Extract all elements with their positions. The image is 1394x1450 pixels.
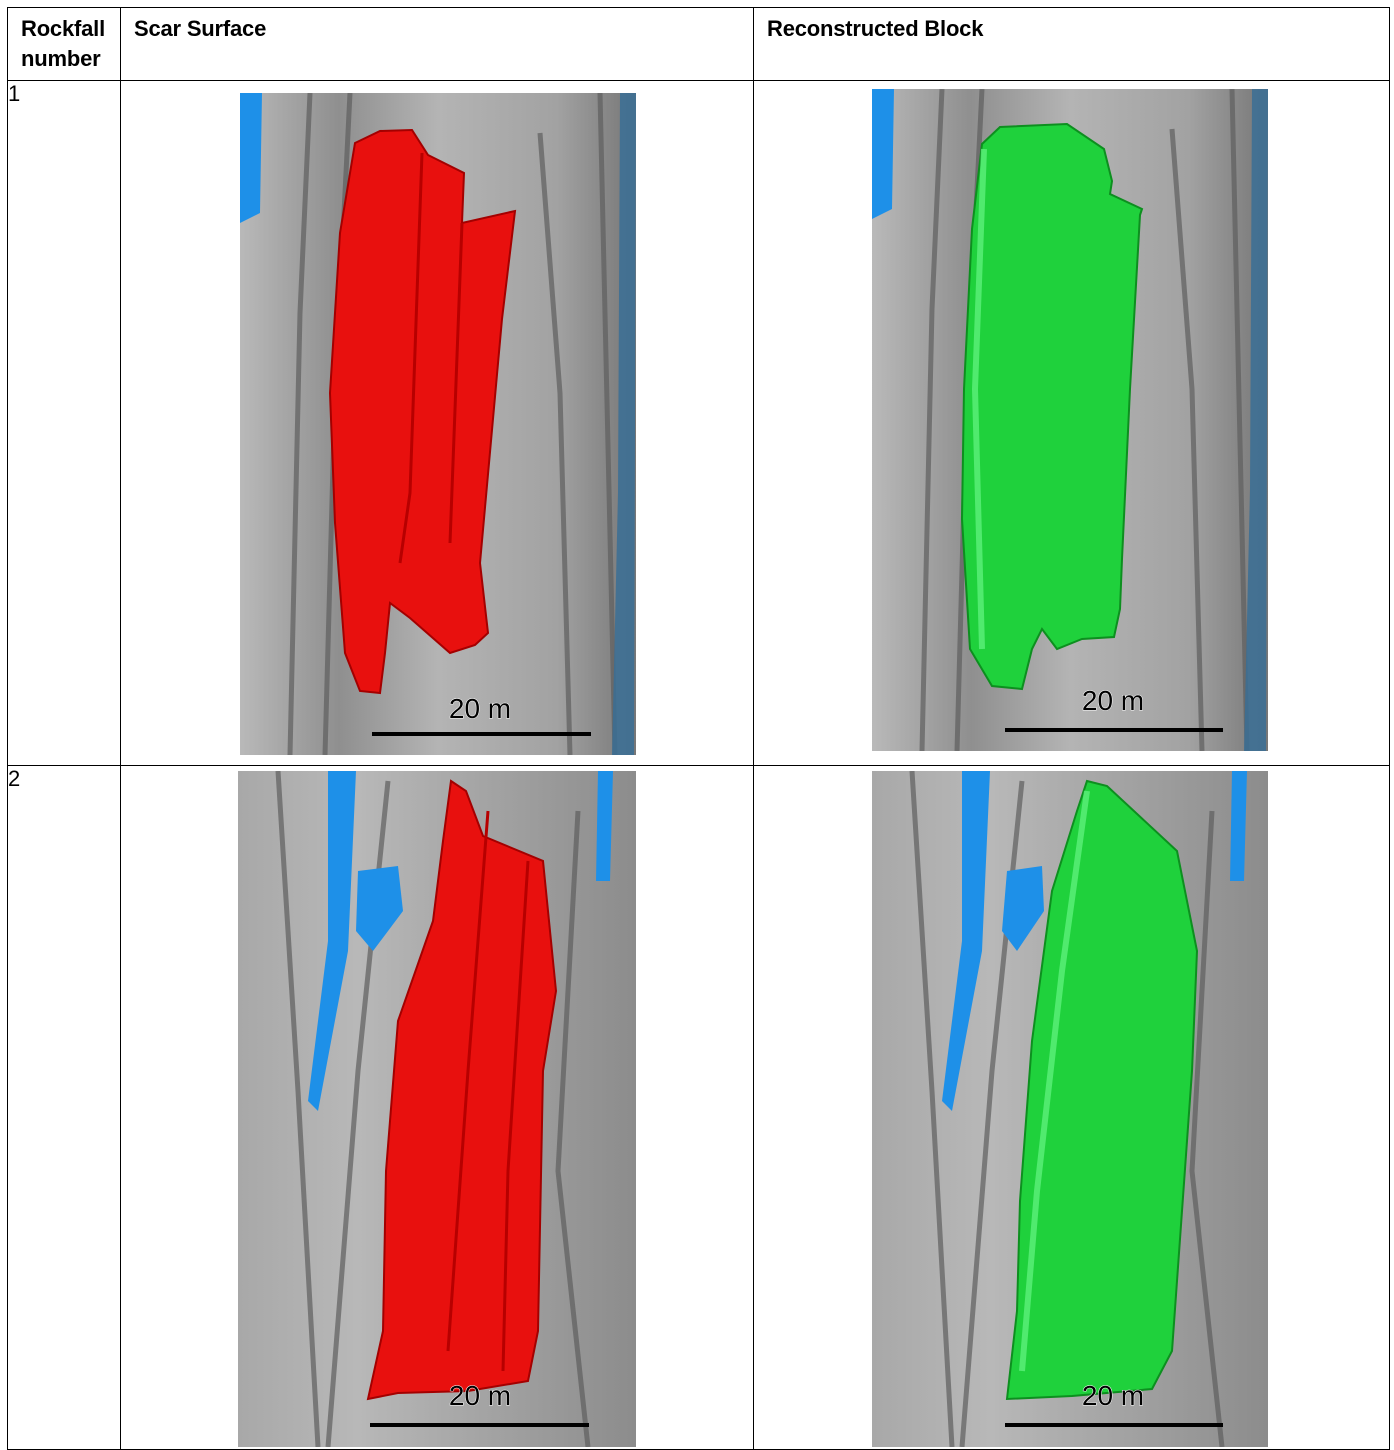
scar-surface-cell: 20 m xyxy=(121,766,754,1450)
reconstructed-block-cell: 20 m xyxy=(754,766,1390,1450)
reconstructed-block-image: 20 m xyxy=(872,89,1268,751)
header-rockfall-number-text: Rockfall number xyxy=(8,8,120,80)
rockfall-number: 2 xyxy=(8,766,20,791)
scar-surface-image: 20 m xyxy=(238,771,636,1447)
rockfall-number-cell: 1 xyxy=(8,81,121,766)
vegetation-blue xyxy=(872,89,894,219)
reconstructed-block-image: 20 m xyxy=(872,771,1268,1447)
scale-label: 20 m xyxy=(1082,1380,1144,1411)
table-row: 2 20 m xyxy=(8,766,1390,1450)
rockfall-number: 1 xyxy=(8,81,20,106)
vegetation-blue xyxy=(1230,771,1247,881)
scar-surface-cell: 20 m xyxy=(121,81,754,766)
header-rockfall-number: Rockfall number xyxy=(8,8,121,81)
rockfall-number-cell: 2 xyxy=(8,766,121,1450)
header-scar-surface: Scar Surface xyxy=(121,8,754,81)
scale-label: 20 m xyxy=(449,693,511,724)
reconstructed-block-cell: 20 m xyxy=(754,81,1390,766)
scar-surface-image: 20 m xyxy=(240,93,636,755)
scale-label: 20 m xyxy=(449,1380,511,1411)
header-scar-surface-text: Scar Surface xyxy=(121,8,753,50)
reconstructed-block-polygon xyxy=(962,124,1142,689)
table-row: 1 20 m xyxy=(8,81,1390,766)
header-reconstructed-block-text: Reconstructed Block xyxy=(754,8,1389,50)
rockfall-table: Rockfall number Scar Surface Reconstruct… xyxy=(7,7,1390,1450)
header-reconstructed-block: Reconstructed Block xyxy=(754,8,1390,81)
vegetation-blue xyxy=(240,93,262,223)
header-row: Rockfall number Scar Surface Reconstruct… xyxy=(8,8,1390,81)
scale-label: 20 m xyxy=(1082,685,1144,716)
